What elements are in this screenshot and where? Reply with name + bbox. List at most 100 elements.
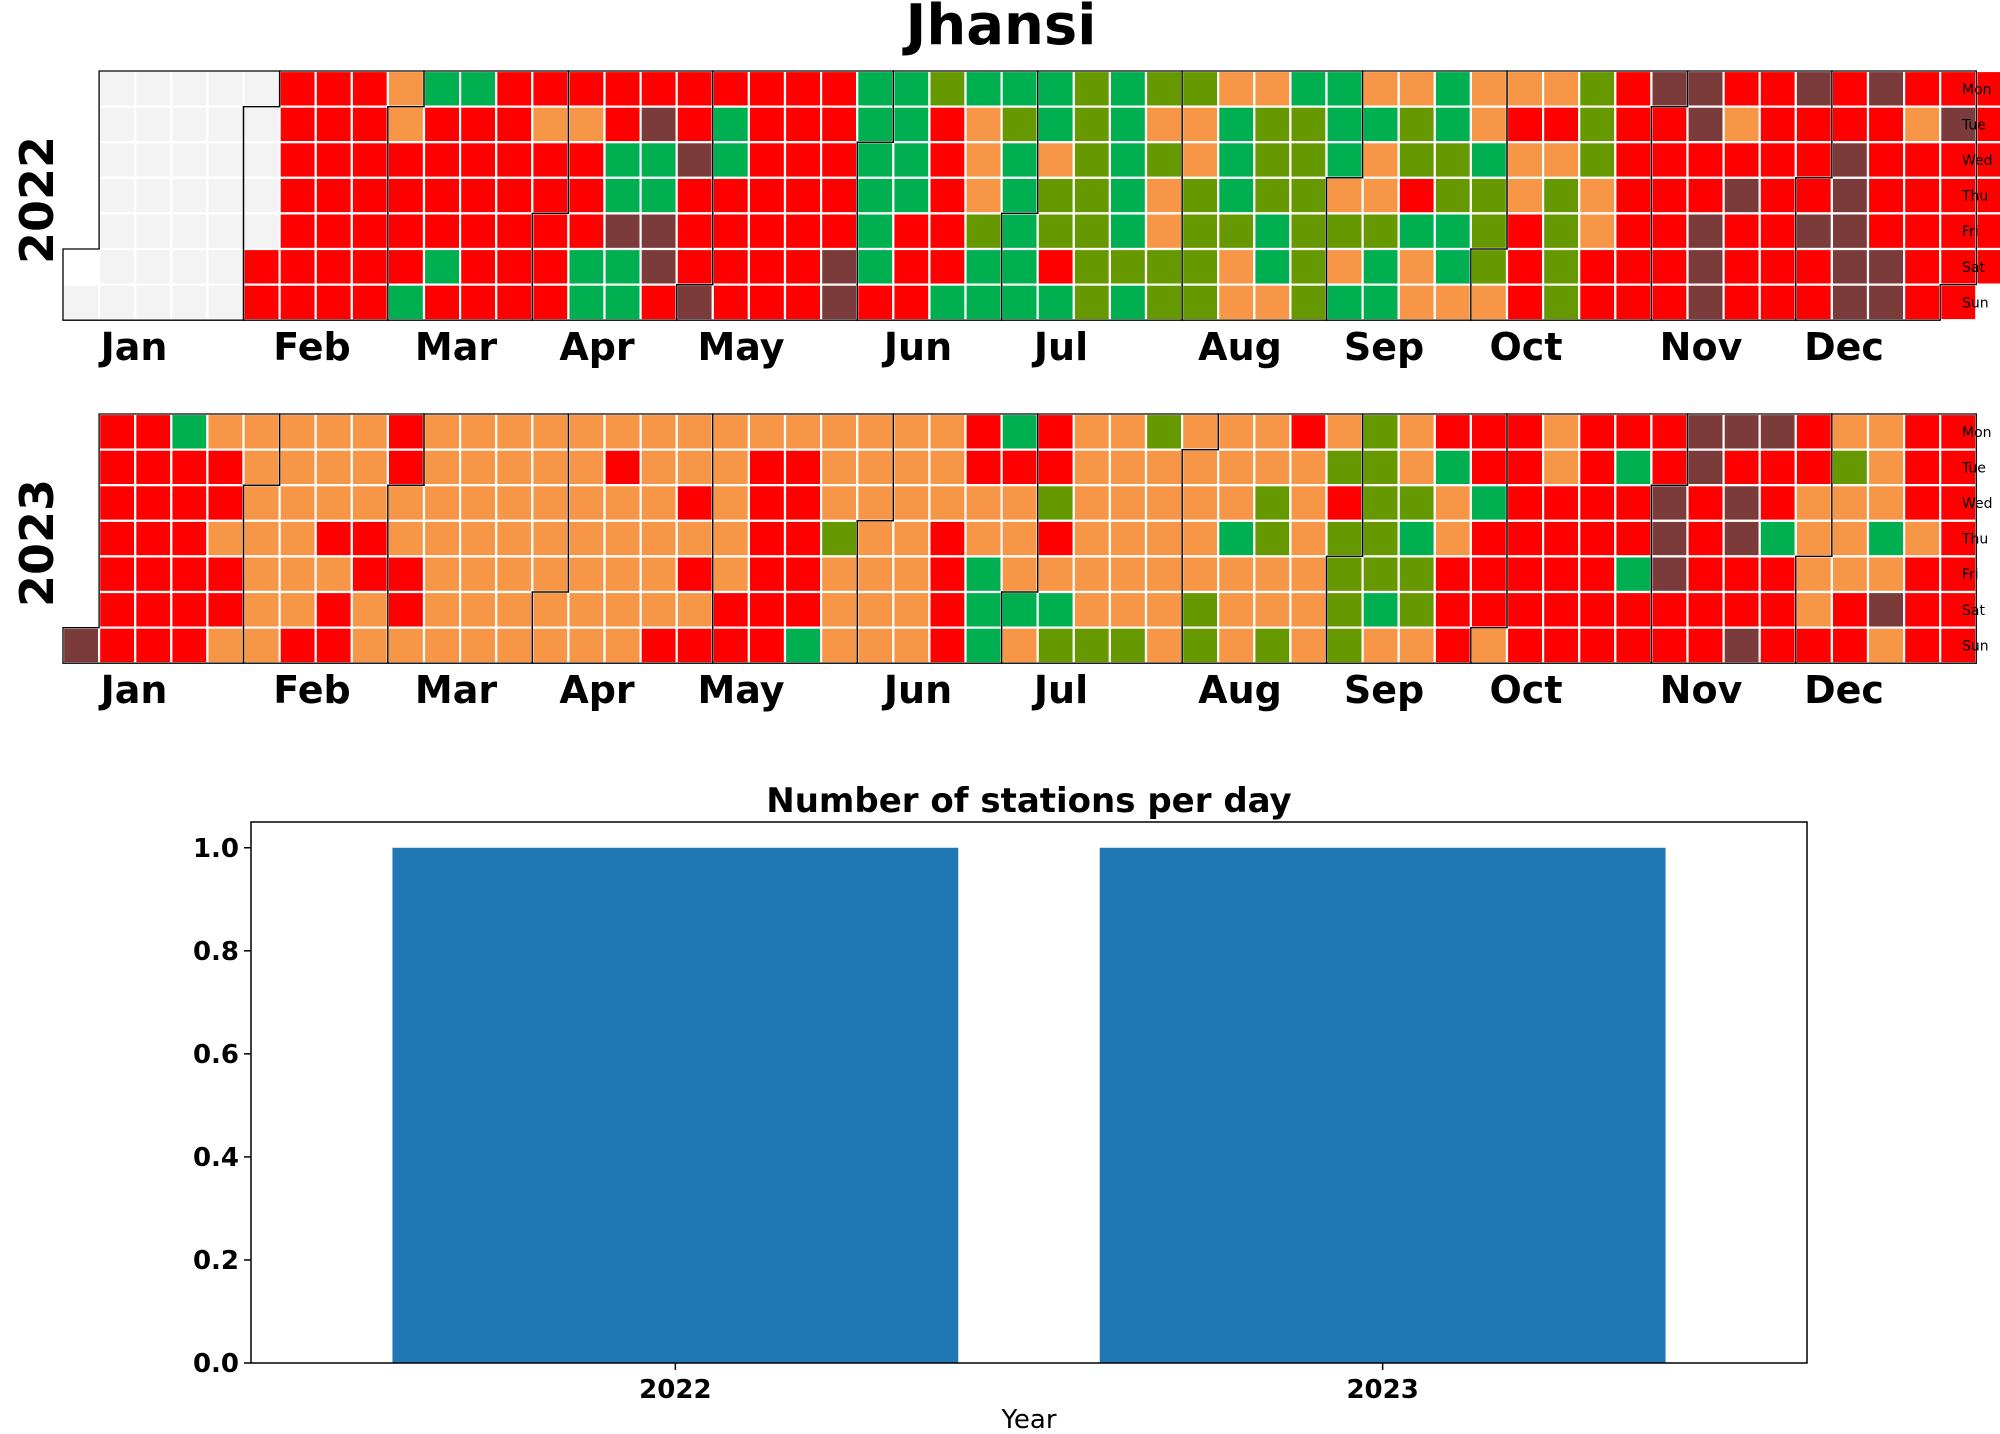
calendar-day-cell	[1505, 519, 1545, 558]
weekday-label: Thu	[1961, 532, 1988, 548]
calendar-day-cell	[170, 69, 209, 108]
calendar-day-cell	[1939, 519, 1978, 558]
calendar-day-cell	[856, 141, 895, 179]
calendar-day-cell	[1758, 247, 1797, 286]
calendar-day-cell	[1397, 212, 1436, 251]
calendar-day-cell	[1253, 484, 1292, 522]
calendar-day-cell	[1036, 69, 1075, 108]
calendar-day-cell	[1686, 448, 1725, 487]
calendar-day-cell	[928, 105, 967, 144]
calendar-day-cell	[1541, 590, 1581, 629]
calendar-day-cell	[1325, 590, 1364, 629]
calendar-day-cell	[1108, 484, 1148, 522]
calendar-day-cell	[1578, 626, 1617, 665]
calendar-day-cell	[1433, 484, 1473, 522]
y-tick-label: 0.8	[193, 937, 239, 967]
calendar-day-cell	[892, 141, 931, 179]
calendar-day-cell	[639, 247, 678, 286]
calendar-day-cell	[856, 590, 895, 629]
calendar-day-cell	[1686, 412, 1725, 451]
weekday-label: Tue	[1961, 460, 1986, 476]
calendar-day-cell	[1541, 412, 1581, 451]
y-tick-label: 0.0	[193, 1349, 239, 1379]
calendar-day-cell	[1000, 283, 1039, 322]
calendar-day-cell	[206, 448, 245, 487]
calendar-day-cell	[278, 105, 317, 144]
calendar-day-cell	[639, 176, 678, 215]
calendar-day-cell	[964, 519, 1003, 558]
calendar-day-cell	[531, 555, 570, 594]
calendar-day-cell	[1830, 484, 1870, 522]
calendar-day-cell	[1650, 247, 1689, 286]
calendar-day-cell	[1541, 448, 1581, 487]
calendar-day-cell	[1505, 626, 1545, 665]
calendar-day-cell	[531, 141, 570, 179]
calendar-day-cell	[819, 105, 859, 144]
calendar-day-cell	[1578, 448, 1617, 487]
calendar-day-cell	[1253, 626, 1292, 665]
calendar-day-cell	[819, 283, 859, 322]
plot-frame	[250, 821, 1808, 1364]
calendar-day-cell	[1794, 105, 1834, 144]
calendar-day-cell	[531, 590, 570, 629]
calendar-day-cell	[892, 448, 931, 487]
calendar-day-cell	[1686, 555, 1725, 594]
calendar-day-cell	[170, 626, 209, 665]
month-label: Apr	[559, 668, 635, 712]
calendar-day-cell	[531, 484, 570, 522]
calendar-day-cell	[1397, 412, 1436, 451]
calendar-day-cell	[1361, 448, 1400, 487]
calendar-day-cell	[1722, 212, 1761, 251]
calendar-day-cell	[1794, 247, 1834, 286]
calendar-day-cell	[639, 212, 678, 251]
calendar-day-cell	[747, 519, 787, 558]
calendar-day-cell	[747, 412, 787, 451]
calendar-day-cell	[711, 283, 750, 322]
calendar-day-cell	[314, 247, 353, 286]
calendar-day-cell	[134, 283, 173, 322]
calendar-day-cell	[819, 555, 859, 594]
y-tick-label: 0.6	[193, 1040, 239, 1070]
calendar-day-cell	[1325, 626, 1364, 665]
calendar-day-cell	[206, 247, 245, 286]
calendar-day-cell	[1830, 105, 1870, 144]
calendar-day-cell	[1614, 283, 1653, 322]
calendar-day-cell	[567, 283, 606, 322]
calendar-day-cell	[386, 105, 426, 144]
weekday-label: Mon	[1962, 425, 1992, 441]
calendar-day-cell	[675, 69, 714, 108]
calendar-day-cell	[459, 283, 498, 322]
calendar-day-cell	[1686, 247, 1725, 286]
calendar-day-cell	[1144, 519, 1184, 558]
calendar-month-labels: Jan Feb Mar Apr May Jun Jul Aug Sep Oct Nov Dec	[98, 325, 1884, 369]
calendar-day-cell	[1289, 176, 1328, 215]
calendar-day-cell	[1650, 105, 1689, 144]
calendar-day-cell	[747, 247, 787, 286]
calendar-day-cell	[928, 626, 967, 665]
calendar-day-cell	[422, 141, 462, 179]
calendar-day-cell	[964, 247, 1003, 286]
calendar-day-cell	[386, 141, 426, 179]
calendar-day-cell	[856, 555, 895, 594]
calendar-day-cell	[459, 212, 498, 251]
calendar-day-cell	[1578, 69, 1617, 108]
calendar-day-cell	[711, 519, 750, 558]
calendar-day-cell	[1000, 247, 1039, 286]
calendar-day-cell	[711, 590, 750, 629]
calendar-day-cell	[1325, 484, 1364, 522]
calendar-day-cell	[1072, 141, 1112, 179]
bar-chart: Number of stations per day 0.00.20.40.60…	[193, 781, 1808, 1434]
calendar-day-cell	[1433, 176, 1473, 215]
calendar-day-cell	[1578, 519, 1617, 558]
month-outline	[1795, 413, 1977, 664]
calendar-day-cell	[1578, 247, 1617, 286]
calendar-day-cell	[928, 555, 967, 594]
calendar-day-cell	[350, 176, 389, 215]
calendar-day-cell	[1253, 412, 1292, 451]
calendar-day-cell	[1289, 141, 1328, 179]
calendar-day-cell	[747, 283, 787, 322]
calendar-day-cell	[819, 412, 859, 451]
calendar-day-cell	[1361, 555, 1400, 594]
calendar-day-cell	[1902, 176, 1942, 215]
calendar-day-cell	[892, 105, 931, 144]
